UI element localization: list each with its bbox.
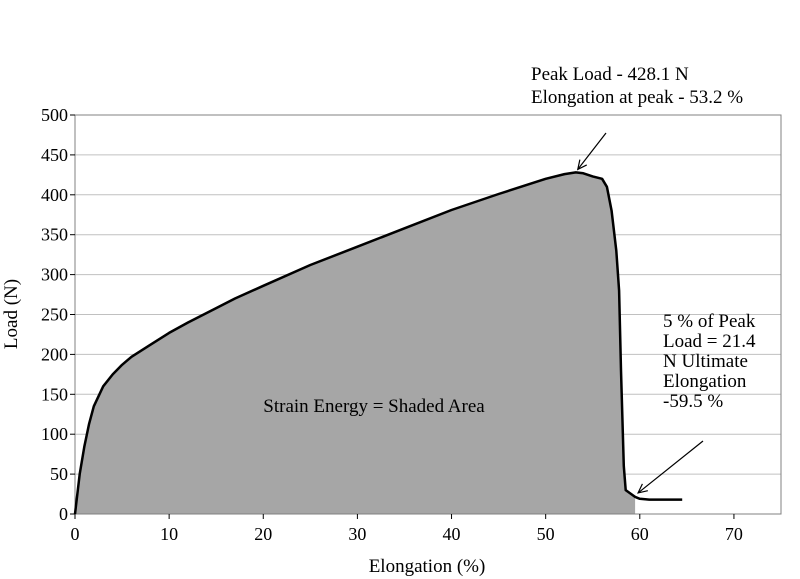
y-tick-label-500: 500	[41, 105, 68, 125]
y-axis-title: Load (N)	[1, 279, 22, 349]
x-tick-label-0: 0	[71, 524, 80, 544]
annotation-2-arrowhead-icon	[637, 483, 648, 494]
annotation-2-arrow-shaft	[637, 440, 704, 494]
annotation-2-line-5: -59.5 %	[663, 391, 723, 412]
y-tick-label-50: 50	[50, 464, 68, 484]
annotation-1-arrow-shaft	[577, 132, 607, 170]
annotation-1-line-2: Elongation at peak - 53.2 %	[531, 87, 743, 108]
y-tick-label-0: 0	[59, 504, 68, 524]
y-tick-label-300: 300	[41, 265, 68, 285]
load-curve-series	[73, 171, 683, 515]
x-axis-title: Elongation (%)	[369, 556, 486, 577]
x-tick-label-50: 50	[537, 524, 555, 544]
y-tick-label-250: 250	[41, 305, 68, 325]
axis-ticks: 0 50 100 150 200 250 300 350 400 450 500 0 10 20 30 40 5…	[41, 105, 743, 544]
annotation-1-arrowhead-icon	[576, 159, 588, 171]
y-tick-label-450: 450	[41, 145, 68, 165]
y-tick-label-150: 150	[41, 384, 68, 404]
y-tick-label-400: 400	[41, 185, 68, 205]
annotation-2-line-2: Load = 21.4	[663, 331, 756, 352]
x-tick-label-20: 20	[254, 524, 272, 544]
x-tick-label-30: 30	[348, 524, 366, 544]
strain-energy-shaded-area	[75, 172, 636, 514]
x-tick-label-10: 10	[160, 524, 178, 544]
x-tick-label-60: 60	[631, 524, 649, 544]
annotation-2-line-4: Elongation	[663, 371, 747, 392]
x-tick-label-70: 70	[725, 524, 743, 544]
strain-energy-label: Strain Energy = Shaded Area	[263, 396, 485, 417]
annotation-2-line-1: 5 % of Peak	[663, 311, 756, 332]
x-tick-label-40: 40	[443, 524, 461, 544]
y-tick-label-200: 200	[41, 344, 68, 364]
y-tick-label-350: 350	[41, 225, 68, 245]
annotation-1-line-1: Peak Load - 428.1 N	[531, 64, 689, 85]
y-tick-label-100: 100	[41, 424, 68, 444]
annotation-2-line-3: N Ultimate	[663, 351, 748, 372]
